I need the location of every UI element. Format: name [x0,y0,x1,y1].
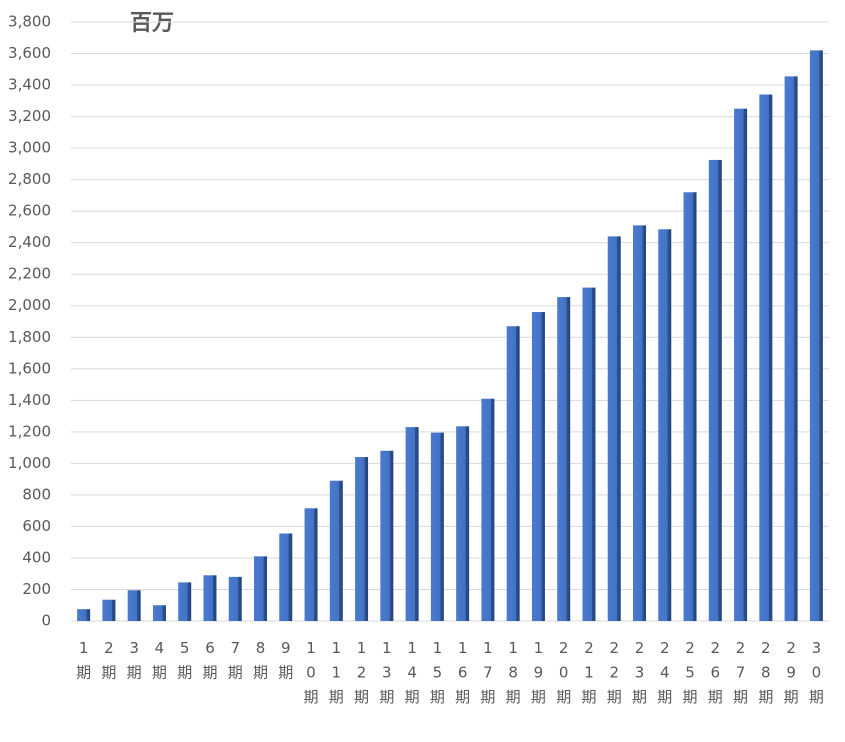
y-tick-label: 3,600 [8,44,51,62]
bar [127,590,141,621]
bar [557,297,571,621]
bar [152,605,166,621]
y-tick-label: 1,800 [8,328,51,346]
bar [481,398,495,621]
y-tick-label: 1,400 [8,391,51,409]
bar [734,108,748,621]
bar [102,599,116,621]
y-tick-label: 2,000 [8,296,51,314]
bar [203,575,217,621]
bar [178,582,192,621]
bar [77,609,91,621]
bar [304,508,318,621]
y-tick-label: 600 [22,517,51,535]
bar [759,94,773,622]
y-tick-label: 2,200 [8,265,51,283]
y-tick-label: 1,200 [8,422,51,440]
bar [279,533,293,621]
bar [506,326,520,621]
bar [582,287,596,621]
bar [708,159,722,622]
y-tick-label: 400 [22,548,51,566]
y-tick-label: 3,200 [8,107,51,125]
bar [405,427,419,621]
bar [430,432,444,621]
bar [784,76,798,622]
bar [355,457,369,621]
y-tick-label: 200 [22,580,51,598]
bar [607,236,621,621]
bar [329,480,343,621]
y-tick-label: 2,400 [8,233,51,251]
y-tick-label: 0 [41,612,51,630]
chart-title: 百万 [130,11,174,36]
bar [456,426,470,621]
y-tick-label: 1,600 [8,359,51,377]
y-tick-label: 1,000 [8,454,51,472]
bar [254,556,267,621]
y-tick-label: 3,000 [8,139,51,157]
bar [683,192,697,621]
bar [633,225,646,622]
bar [531,312,545,621]
bar [658,229,672,621]
bar [380,450,394,621]
bar [809,50,823,622]
y-tick-label: 2,600 [8,202,51,220]
y-tick-label: 2,800 [8,170,51,188]
y-tick-label: 3,800 [8,13,51,31]
y-tick-label: 3,400 [8,76,51,94]
y-tick-label: 800 [22,485,51,503]
bar [228,576,242,621]
